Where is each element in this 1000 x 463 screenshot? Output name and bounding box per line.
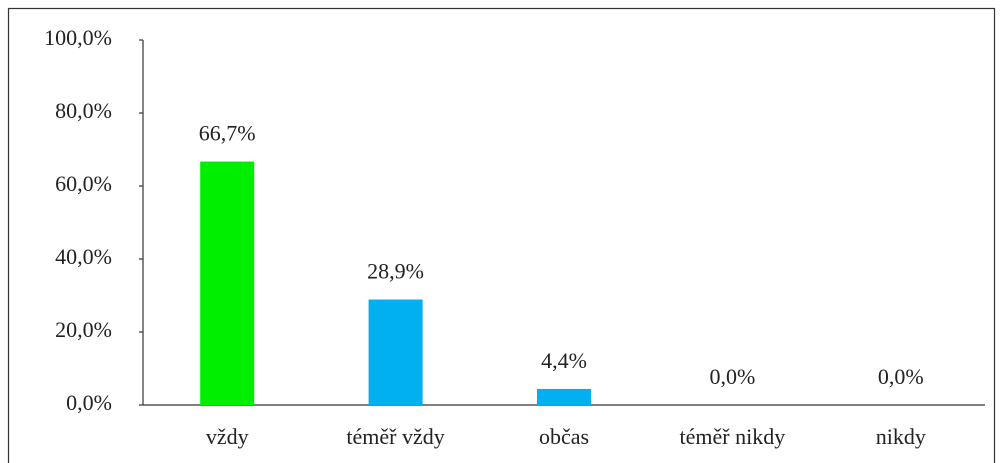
x-tick-label: téměř vždy (346, 424, 444, 449)
data-label: 4,4% (541, 348, 587, 373)
x-tick-label: občas (539, 424, 589, 449)
x-tick-label: nikdy (876, 424, 926, 449)
x-tick-label: vždy (206, 424, 249, 449)
y-tick-label: 60,0% (55, 171, 112, 196)
bar (537, 388, 591, 405)
y-tick-label: 80,0% (55, 98, 112, 123)
y-tick-label: 20,0% (55, 317, 112, 342)
y-tick-label: 40,0% (55, 244, 112, 269)
bar (368, 299, 423, 405)
data-label: 0,0% (878, 364, 924, 389)
data-label: 0,0% (709, 364, 755, 389)
data-label: 28,9% (367, 259, 424, 284)
y-tick-label: 0,0% (66, 390, 112, 415)
data-label: 66,7% (199, 121, 256, 146)
x-tick-label: téměř nikdy (680, 424, 786, 449)
chart-border (7, 7, 996, 463)
bar (200, 161, 255, 405)
y-tick-label: 100,0% (44, 25, 112, 50)
